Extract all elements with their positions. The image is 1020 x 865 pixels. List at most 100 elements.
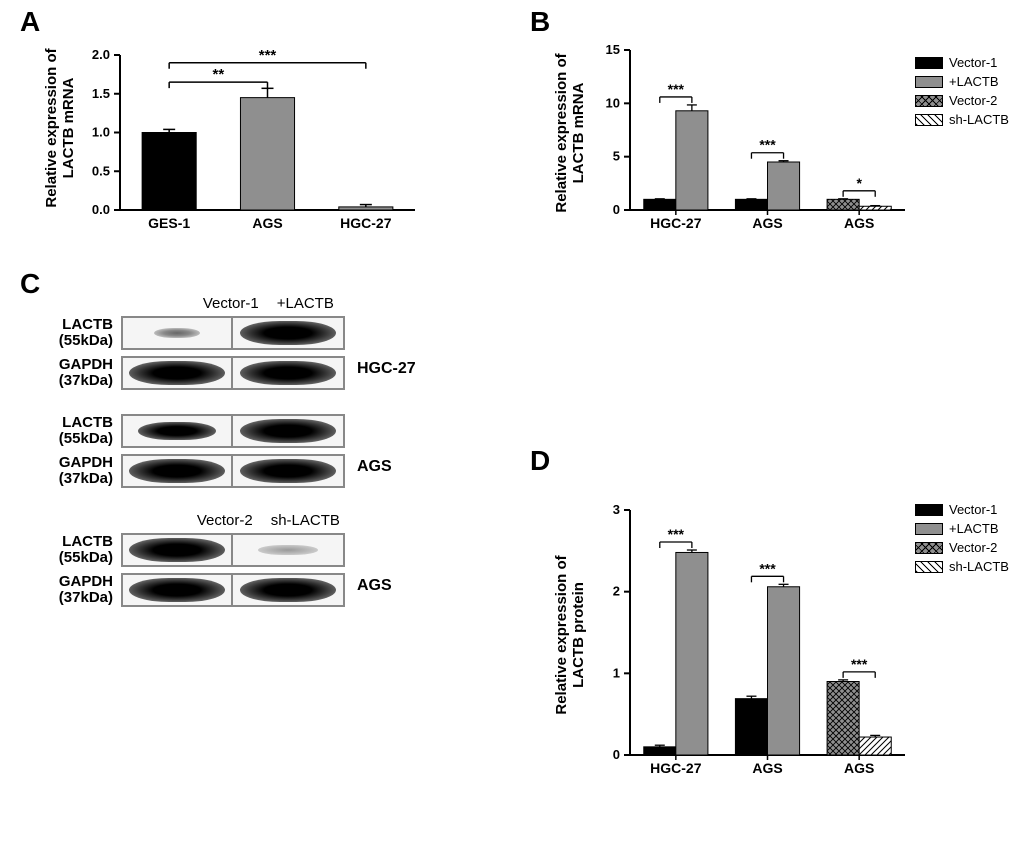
svg-text:AGS: AGS — [752, 760, 782, 776]
svg-text:2.0: 2.0 — [92, 47, 110, 62]
svg-text:HGC-27: HGC-27 — [650, 215, 702, 231]
legend-item: sh-LACTB — [915, 559, 1009, 574]
bar — [735, 199, 767, 210]
svg-text:***: *** — [851, 656, 868, 672]
svg-text:AGS: AGS — [844, 760, 874, 776]
panel-a-ylabel: Relative expression ofLACTB mRNA — [43, 48, 77, 207]
panel-d-chart: Relative expression ofLACTB protein 0123… — [620, 490, 910, 780]
bar — [644, 199, 676, 210]
wb-band — [233, 573, 345, 607]
svg-text:AGS: AGS — [252, 215, 282, 231]
wb-protein-label: GAPDH(37kDa) — [28, 357, 113, 389]
legend-swatch — [915, 523, 943, 535]
panel-b-chart: Relative expression ofLACTB mRNA 051015*… — [620, 30, 910, 235]
legend-item: Vector-2 — [915, 540, 1009, 555]
panel-d-label: D — [530, 445, 550, 477]
svg-text:1.5: 1.5 — [92, 86, 110, 101]
svg-text:AGS: AGS — [752, 215, 782, 231]
panel-d-ylabel: Relative expression ofLACTB protein — [553, 555, 587, 714]
panel-a-chart: Relative expression ofLACTB mRNA 0.00.51… — [110, 20, 420, 235]
legend-swatch — [915, 504, 943, 516]
wb-cellline-label: AGS — [357, 458, 392, 476]
wb-band — [233, 533, 345, 567]
bar — [676, 111, 708, 210]
bar — [827, 199, 859, 210]
legend-item: +LACTB — [915, 521, 1009, 536]
bar — [676, 552, 708, 755]
wb-protein-label: GAPDH(37kDa) — [28, 574, 113, 606]
legend-label: Vector-1 — [949, 55, 997, 70]
svg-text:***: *** — [759, 560, 776, 576]
wb-column-labels: Vector-2sh-LACTB — [121, 512, 416, 529]
bar — [339, 207, 393, 210]
wb-column-labels: Vector-1+LACTB — [121, 295, 416, 312]
bar — [859, 737, 891, 755]
wb-band — [121, 356, 233, 390]
svg-text:10: 10 — [606, 95, 620, 110]
wb-protein-label: LACTB(55kDa) — [28, 317, 113, 349]
wb-row: LACTB(55kDa)AGS — [28, 533, 416, 567]
panel-d-legend: Vector-1 +LACTB Vector-2 sh-LACTB — [915, 502, 1009, 578]
svg-text:AGS: AGS — [844, 215, 874, 231]
svg-text:15: 15 — [606, 42, 620, 57]
svg-text:0: 0 — [613, 747, 620, 762]
legend-swatch — [915, 95, 943, 107]
legend-label: Vector-2 — [949, 93, 997, 108]
wb-row: LACTB(55kDa)AGS — [28, 414, 416, 448]
svg-text:2: 2 — [613, 584, 620, 599]
legend-label: sh-LACTB — [949, 112, 1009, 127]
svg-text:0: 0 — [613, 202, 620, 217]
wb-band — [233, 316, 345, 350]
wb-protein-label: LACTB(55kDa) — [28, 415, 113, 447]
panel-c-westernblot: Vector-1+LACTBLACTB(55kDa)HGC-27GAPDH(37… — [28, 295, 416, 613]
legend-swatch — [915, 76, 943, 88]
legend-swatch — [915, 57, 943, 69]
wb-band — [121, 316, 233, 350]
svg-text:3: 3 — [613, 502, 620, 517]
wb-row: LACTB(55kDa)HGC-27 — [28, 316, 416, 350]
legend-item: Vector-2 — [915, 93, 1009, 108]
wb-band — [233, 356, 345, 390]
bar — [768, 162, 800, 210]
bar — [644, 747, 676, 755]
svg-text:GES-1: GES-1 — [148, 215, 190, 231]
svg-text:***: *** — [668, 81, 685, 97]
legend-label: sh-LACTB — [949, 559, 1009, 574]
wb-cellline-label: HGC-27 — [357, 360, 416, 378]
panel-b-legend: Vector-1 +LACTB Vector-2 sh-LACTB — [915, 55, 1009, 131]
legend-item: +LACTB — [915, 74, 1009, 89]
legend-swatch — [915, 114, 943, 126]
legend-label: Vector-1 — [949, 502, 997, 517]
wb-cellline-label: AGS — [357, 577, 392, 595]
svg-text:1.0: 1.0 — [92, 125, 110, 140]
wb-band — [121, 414, 233, 448]
svg-text:0.5: 0.5 — [92, 163, 110, 178]
wb-protein-label: LACTB(55kDa) — [28, 534, 113, 566]
wb-band — [233, 454, 345, 488]
wb-band — [121, 454, 233, 488]
panel-b-label: B — [530, 6, 550, 38]
panel-a-label: A — [20, 6, 40, 38]
legend-item: Vector-1 — [915, 55, 1009, 70]
panel-b-ylabel: Relative expression ofLACTB mRNA — [553, 53, 587, 212]
legend-label: +LACTB — [949, 521, 999, 536]
bar — [827, 682, 859, 756]
svg-text:0.0: 0.0 — [92, 202, 110, 217]
legend-item: sh-LACTB — [915, 112, 1009, 127]
svg-text:***: *** — [759, 137, 776, 153]
svg-text:HGC-27: HGC-27 — [340, 215, 392, 231]
svg-text:**: ** — [212, 66, 224, 83]
wb-protein-label: GAPDH(37kDa) — [28, 455, 113, 487]
svg-text:1: 1 — [613, 665, 620, 680]
wb-band — [121, 573, 233, 607]
svg-text:*: * — [856, 175, 862, 191]
svg-text:***: *** — [668, 526, 685, 542]
legend-label: +LACTB — [949, 74, 999, 89]
legend-swatch — [915, 542, 943, 554]
bar — [768, 587, 800, 755]
legend-label: Vector-2 — [949, 540, 997, 555]
svg-text:HGC-27: HGC-27 — [650, 760, 702, 776]
bar — [735, 699, 767, 755]
wb-band — [121, 533, 233, 567]
svg-text:5: 5 — [613, 149, 620, 164]
